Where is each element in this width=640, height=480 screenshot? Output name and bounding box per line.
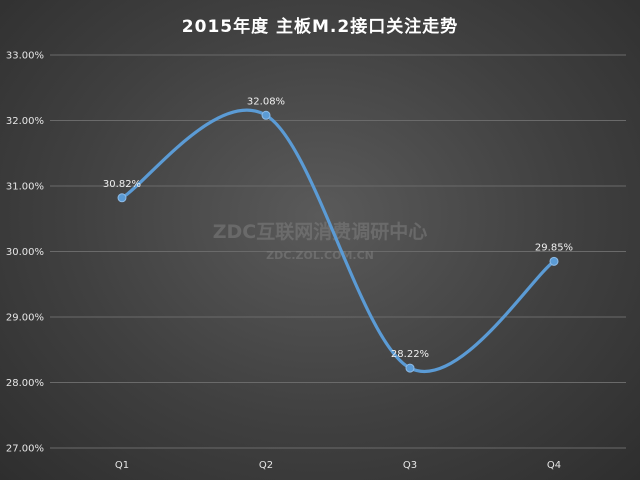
y-tick-label: 30.00%: [6, 247, 44, 258]
series-line: [120, 108, 556, 373]
y-tick-label: 28.00%: [6, 378, 44, 389]
watermark-url: ZDC.ZOL.COM.CN: [266, 249, 374, 262]
data-point: [549, 256, 559, 266]
y-tick-label: 31.00%: [6, 182, 44, 193]
watermark-title: ZDC互联网消费调研中心: [213, 220, 428, 243]
data-point: [261, 110, 271, 120]
chart-title: 2015年度 主板M.2接口关注走势: [181, 17, 459, 37]
data-label: 29.85%: [535, 242, 573, 253]
data-label: 28.22%: [391, 349, 429, 360]
y-tick-label: 33.00%: [6, 51, 44, 62]
x-tick-label: Q1: [115, 460, 129, 471]
x-tick-label: Q2: [259, 460, 273, 471]
data-point: [405, 363, 415, 373]
y-tick-label: 29.00%: [6, 313, 44, 324]
data-point: [117, 193, 127, 203]
y-tick-label: 27.00%: [6, 444, 44, 455]
x-tick-label: Q3: [403, 460, 417, 471]
y-tick-label: 32.00%: [6, 116, 44, 127]
data-label: 32.08%: [247, 96, 285, 107]
data-label: 30.82%: [103, 179, 141, 190]
x-tick-label: Q4: [547, 460, 561, 471]
